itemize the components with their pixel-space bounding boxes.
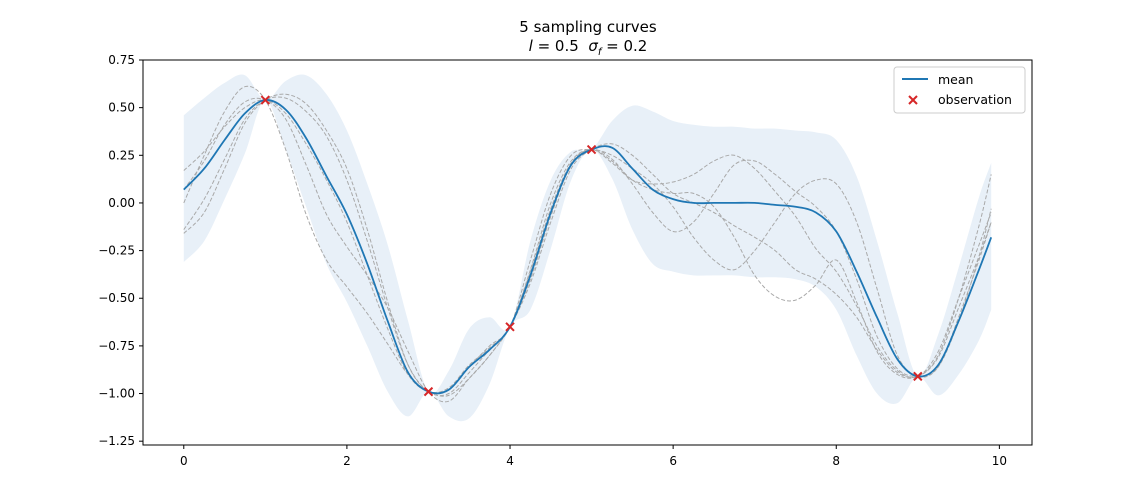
observation-marker [260,95,271,105]
sample-curve-2 [183,97,992,403]
plot-area [183,74,993,422]
legend-observation-swatch [908,95,918,105]
x-tick-label: 4 [506,454,514,468]
y-tick-label: −0.50 [98,291,135,305]
y-tick-label: 0.75 [108,53,135,67]
subtitle-sigma-symbol: σ [588,37,598,55]
y-tick-label: 0.25 [108,148,135,162]
x-tick-label: 6 [669,454,677,468]
x-tick-label: 2 [343,454,351,468]
y-tick-label: −0.25 [98,244,135,258]
x-tick-label: 10 [992,454,1007,468]
observation-marker [586,144,597,155]
subtitle-l-symbol: l [529,37,534,55]
subtitle-l-value: = 0.5 [533,37,589,55]
sample-curve-1 [183,99,992,394]
observation-marker [423,386,434,397]
x-tick-label: 8 [832,454,840,468]
x-tick-label: 0 [180,454,188,468]
observation-marker [505,322,515,332]
y-tick-label: −1.25 [98,434,135,448]
y-tick-label: 0.50 [108,101,135,115]
y-tick-label: −0.75 [98,339,135,353]
legend: mean observation [893,66,1026,114]
y-tick-label: −1.00 [98,387,135,401]
subtitle-sigma-sub: f [598,47,603,58]
y-tick-label: 0.00 [108,196,135,210]
confidence-band [183,74,992,422]
sample-curve-5 [183,93,992,395]
axes: 0 2 4 6 8 10 −1.25 −1.00 −0.75 −0.50 −0.25 0.00 0.25… [98,53,1033,468]
legend-observation-label: observation [938,92,1012,107]
subtitle-sigma-value: = 0.2 [601,37,647,55]
axes-frame [142,59,1033,446]
chart-title: 5 sampling curves [519,18,657,36]
legend-mean-label: mean [938,72,973,87]
chart-subtitle: l = 0.5 σf = 0.2 [529,37,648,58]
observation-marker [913,371,923,382]
